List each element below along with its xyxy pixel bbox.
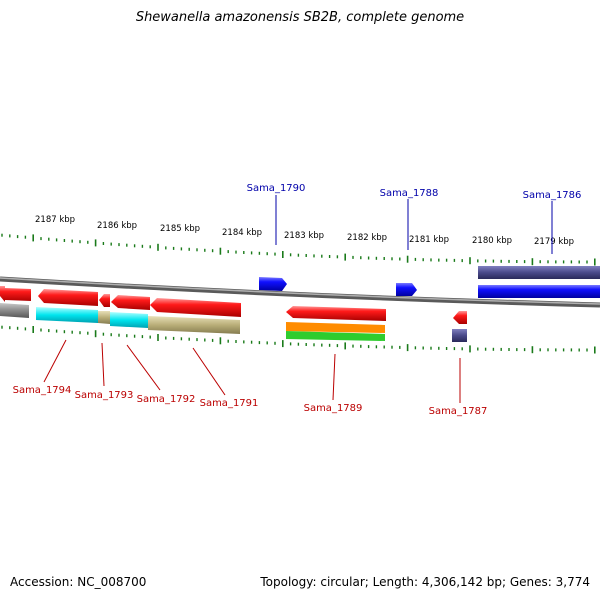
scale-label-2181: 2181 kbp bbox=[409, 235, 449, 245]
genome-backbone-highlight bbox=[0, 277, 600, 305]
genome-backbone bbox=[0, 276, 600, 308]
scale-label-2179: 2179 kbp bbox=[534, 237, 574, 247]
accession-text: Accession: NC_008700 bbox=[10, 575, 147, 589]
gene-label-sama-1791[interactable]: Sama_1791 bbox=[200, 398, 259, 409]
gene-sama-1793[interactable] bbox=[99, 294, 110, 307]
gene-label-sama-1790[interactable]: Sama_1790 bbox=[247, 183, 306, 194]
olive-feature-1793[interactable] bbox=[98, 311, 110, 324]
leader-line-sama-1789 bbox=[332, 353, 336, 401]
scale-label-2182: 2182 kbp bbox=[347, 233, 387, 243]
leader-line-sama-1792 bbox=[126, 344, 161, 391]
leader-line-sama-1794 bbox=[43, 339, 67, 383]
cyan-feature-1792[interactable] bbox=[110, 312, 148, 328]
gene-sama-1790[interactable] bbox=[259, 277, 287, 291]
gene-label-sama-1794[interactable]: Sama_1794 bbox=[13, 385, 72, 396]
scale-label-2185: 2185 kbp bbox=[160, 224, 200, 234]
green-feature-1789[interactable] bbox=[286, 331, 385, 341]
leader-line-sama-1793 bbox=[101, 342, 105, 387]
gene-sama-1789[interactable] bbox=[286, 306, 386, 321]
gene-label-sama-1793[interactable]: Sama_1793 bbox=[75, 390, 134, 401]
gene-sama-1788[interactable] bbox=[396, 283, 417, 296]
gene-label-sama-1787[interactable]: Sama_1787 bbox=[429, 406, 488, 417]
genome-summary-text: Topology: circular; Length: 4,306,142 bp… bbox=[260, 575, 590, 589]
leader-line-sama-1791 bbox=[192, 347, 226, 396]
gene-label-sama-1788[interactable]: Sama_1788 bbox=[380, 188, 439, 199]
gene-label-sama-1786[interactable]: Sama_1786 bbox=[523, 190, 582, 201]
gene-sama-1786[interactable] bbox=[478, 285, 600, 298]
gene-sama-1794[interactable] bbox=[38, 289, 98, 306]
gene-sama-1791[interactable] bbox=[150, 298, 241, 317]
scale-label-2186: 2186 kbp bbox=[97, 221, 137, 231]
lower-scale-ticks bbox=[1, 325, 596, 354]
gene-label-sama-1789[interactable]: Sama_1789 bbox=[304, 403, 363, 414]
gene-label-sama-1792[interactable]: Sama_1792 bbox=[137, 394, 196, 405]
grey-feature-left[interactable] bbox=[0, 303, 29, 318]
orange-feature-1789[interactable] bbox=[286, 322, 385, 333]
dark-band-feature-1786[interactable] bbox=[478, 266, 600, 279]
olive-feature-1791[interactable] bbox=[148, 316, 240, 334]
scale-label-2180: 2180 kbp bbox=[472, 236, 512, 246]
page-title: Shewanella amazonensis SB2B, complete ge… bbox=[135, 10, 465, 25]
scale-label-2187: 2187 kbp bbox=[35, 215, 75, 225]
gene-sama-1787[interactable] bbox=[453, 311, 467, 324]
upper-scale-ticks bbox=[1, 233, 596, 266]
scale-label-2183: 2183 kbp bbox=[284, 231, 324, 241]
dark-band-feature-1787[interactable] bbox=[452, 329, 467, 342]
scale-label-2184: 2184 kbp bbox=[222, 228, 262, 238]
cyan-feature-1794[interactable] bbox=[36, 307, 98, 323]
gene-sama-1792[interactable] bbox=[111, 295, 150, 310]
gene-sama-1795[interactable] bbox=[0, 286, 31, 302]
